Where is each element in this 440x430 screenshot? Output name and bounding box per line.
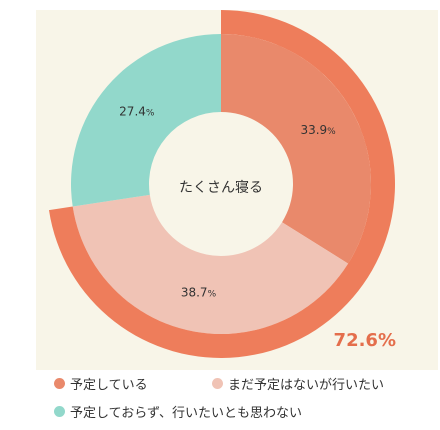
data-label-planned: 33.9% bbox=[300, 123, 336, 137]
slice-want-to bbox=[72, 194, 349, 335]
legend-swatch-planned bbox=[54, 378, 65, 389]
slice-not-planned bbox=[71, 34, 221, 207]
legend-label-not-planned: 予定しておらず、行いたいとも思わない bbox=[70, 406, 303, 421]
legend-label-want-to: まだ予定はないが行いたい bbox=[228, 378, 385, 393]
outer-ring-label: 72.6% bbox=[334, 330, 396, 351]
legend-swatch-not-planned bbox=[54, 406, 65, 417]
slice-planned bbox=[221, 34, 371, 264]
data-label-not-planned: 27.4% bbox=[119, 105, 155, 119]
legend-label-planned: 予定している bbox=[70, 378, 148, 393]
data-label-want-to: 38.7% bbox=[181, 286, 217, 300]
legend-item-planned: 予定している bbox=[54, 374, 148, 393]
legend-item-not-planned: 予定しておらず、行いたいとも思わない bbox=[54, 402, 302, 421]
legend-item-want-to: まだ予定はないが行いたい bbox=[212, 374, 384, 393]
center-label: たくさん寝る bbox=[179, 179, 263, 196]
legend: 予定している まだ予定はないが行いたい 予定しておらず、行いたいとも思わない bbox=[54, 374, 434, 426]
legend-swatch-want-to bbox=[212, 378, 223, 389]
